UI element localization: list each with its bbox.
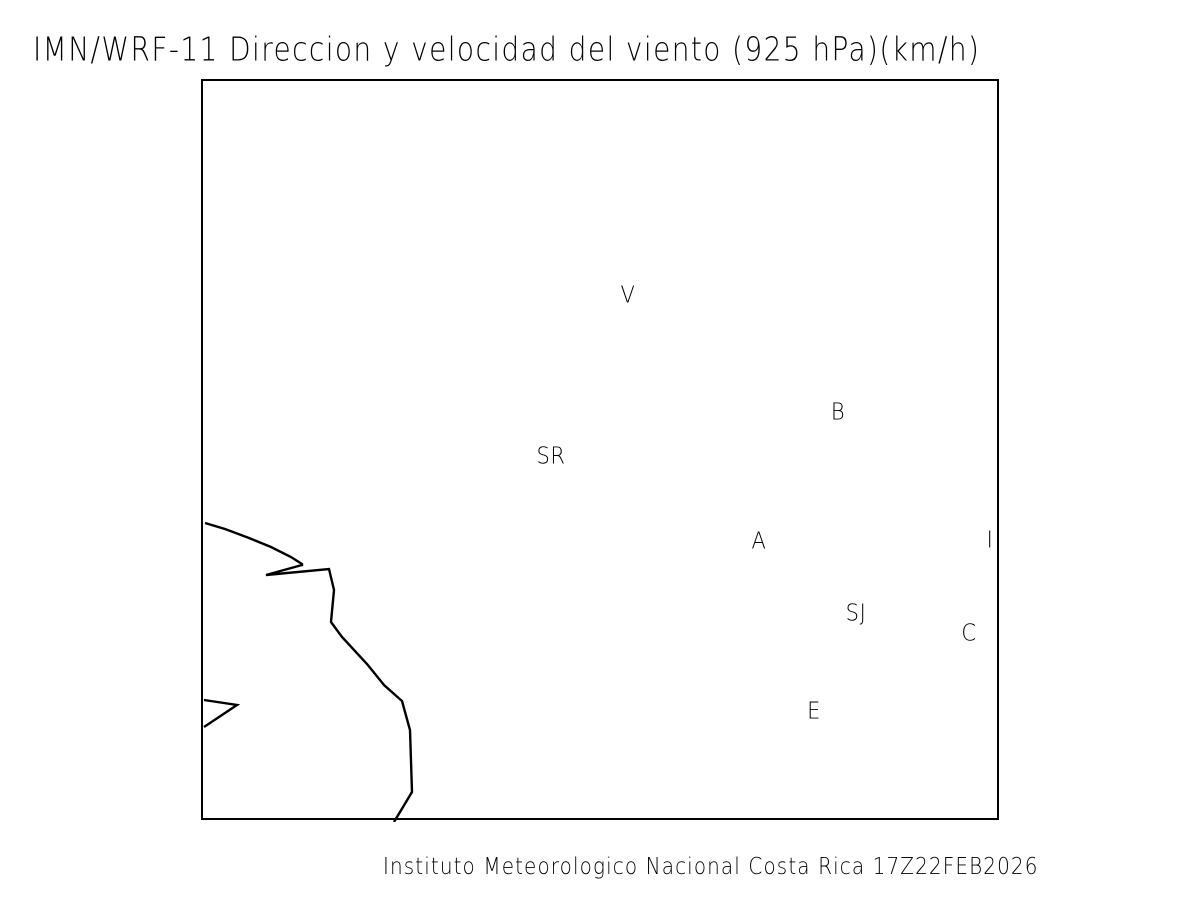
map-canvas [203,521,414,822]
station-label-a[interactable]: A [751,527,767,555]
station-label-e[interactable]: E [807,697,821,725]
footer-attribution: Instituto Meteorologico Nacional Costa R… [383,852,1039,880]
map-panel [201,79,999,822]
station-label-sr[interactable]: SR [536,442,566,470]
station-label-v[interactable]: V [620,281,636,309]
station-label-sj[interactable]: SJ [845,599,867,627]
page-title: IMN/WRF-11 Direccion y velocidad del vie… [33,30,981,69]
coastline-peninsula-wedge [203,698,241,728]
station-label-b[interactable]: B [830,398,846,426]
coastline-layer [203,521,414,822]
station-label-c[interactable]: C [961,619,977,647]
coastline-pacific-coast-main [204,521,414,822]
station-label-i[interactable]: I [986,526,994,554]
